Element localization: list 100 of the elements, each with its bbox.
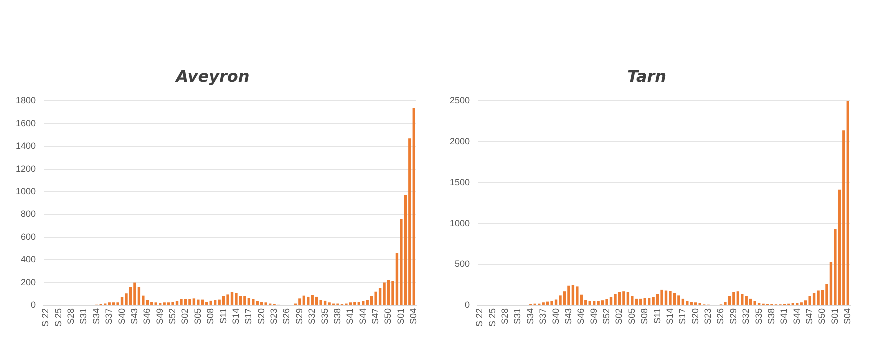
x-tick-label: S52 (168, 308, 178, 324)
x-tick-label: S01 (830, 308, 840, 324)
bar (745, 296, 748, 305)
bar (184, 299, 188, 305)
bar (652, 297, 655, 305)
y-tick-label: 1800 (16, 96, 36, 106)
x-tick-label: S 25 (53, 308, 64, 327)
x-tick-label: S01 (396, 308, 406, 324)
bar (732, 292, 736, 305)
x-tick-label: S29 (728, 308, 738, 324)
bar (588, 301, 592, 305)
bar (120, 298, 124, 305)
bar (235, 293, 238, 305)
y-tick-label: 1000 (16, 186, 36, 196)
x-tick-label: S20 (690, 308, 700, 324)
bar (741, 294, 744, 305)
bar (669, 291, 672, 305)
x-tick-label: S29 (294, 308, 304, 324)
bar (631, 296, 634, 305)
x-tick-label: S37 (538, 308, 548, 324)
x-tick-label: S26 (282, 308, 292, 324)
bar (656, 294, 660, 305)
bar (354, 302, 356, 305)
bar (307, 296, 310, 305)
bar (754, 301, 756, 305)
y-tick-label: 0 (465, 300, 470, 310)
bar (635, 298, 638, 305)
chart-title: Tarn (627, 66, 667, 86)
bar (808, 296, 812, 305)
bar (256, 302, 259, 305)
x-tick-label: S49 (588, 308, 599, 324)
bar (812, 293, 816, 305)
x-tick-label: S47 (804, 308, 815, 324)
bar (252, 299, 255, 305)
x-tick-label: S41 (345, 308, 356, 324)
x-tick-label: S50 (817, 308, 828, 324)
bar (362, 302, 365, 305)
bar (298, 298, 302, 305)
y-tick-label: 1600 (16, 118, 36, 128)
bar (690, 302, 693, 305)
bar (260, 302, 264, 305)
bar (673, 293, 676, 305)
x-tick-label: S11 (218, 308, 228, 324)
bar (622, 292, 626, 305)
x-tick-label: S11 (652, 308, 662, 324)
bar (192, 298, 196, 305)
x-tick-label: S44 (792, 308, 802, 324)
x-tick-label: S23 (703, 308, 714, 324)
bar (214, 300, 217, 305)
x-tick-label: S43 (563, 308, 574, 324)
bar (176, 302, 179, 305)
bar (370, 296, 374, 305)
bar (150, 302, 154, 305)
y-tick-label: 600 (20, 232, 36, 242)
bar (559, 296, 562, 305)
x-tick-label: S04 (842, 308, 853, 324)
y-tick-label: 1000 (450, 218, 470, 228)
x-tick-label: S40 (550, 308, 561, 324)
x-tick-label: S41 (779, 308, 790, 324)
bar (550, 301, 554, 305)
y-tick-label: 400 (20, 254, 36, 265)
x-tick-label: S 22 (40, 308, 51, 327)
bar (210, 300, 212, 305)
x-tick-label: S35 (320, 308, 330, 324)
bar (728, 296, 732, 305)
bar (206, 302, 208, 305)
x-tick-label: S46 (142, 308, 152, 324)
chart-title: Aveyron (174, 66, 250, 86)
x-tick-label: S38 (766, 308, 776, 324)
y-tick-label: 0 (31, 300, 36, 310)
x-tick-label: S49 (154, 308, 165, 324)
y-tick-label: 200 (20, 277, 36, 288)
x-tick-label: S 25 (487, 308, 498, 327)
x-tick-label: S44 (358, 308, 368, 324)
bar (239, 296, 242, 305)
bar (682, 298, 685, 305)
x-tick-label: S23 (269, 308, 280, 324)
y-tick-label: 1200 (16, 164, 36, 174)
bar (614, 294, 617, 305)
y-tick-label: 800 (20, 209, 36, 220)
bar (572, 285, 575, 305)
bar (374, 292, 378, 305)
bar (817, 290, 820, 305)
x-tick-label: S20 (256, 308, 266, 324)
bar (358, 302, 360, 305)
bar (736, 292, 740, 305)
x-tick-label: S31 (78, 308, 89, 324)
bar (244, 296, 246, 305)
x-tick-label: S02 (614, 308, 624, 324)
x-tick-label: S14 (664, 308, 675, 324)
bar (248, 298, 251, 305)
bar (846, 101, 850, 305)
y-tick-label: 2000 (450, 136, 470, 147)
bar (660, 290, 664, 305)
bar (592, 301, 596, 305)
bar (383, 282, 386, 305)
x-tick-label: S40 (116, 308, 127, 324)
x-tick-label: S05 (192, 308, 203, 324)
bar (138, 287, 141, 305)
bar (172, 302, 174, 305)
